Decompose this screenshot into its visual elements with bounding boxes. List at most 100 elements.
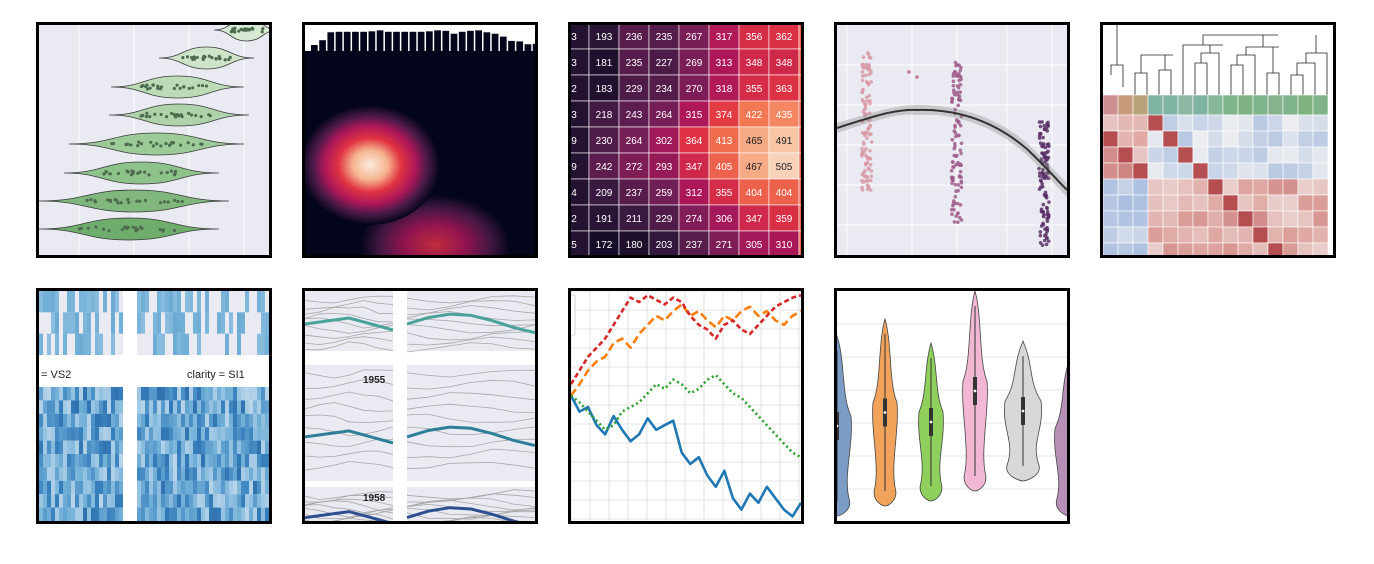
hist-bin <box>201 413 205 428</box>
strip-point <box>958 68 963 73</box>
hist-bin <box>265 333 269 355</box>
clustermap-cell <box>1117 242 1134 255</box>
hist-bin <box>157 494 161 508</box>
hist-bin <box>201 387 205 401</box>
strip-point <box>863 103 868 107</box>
marginal-hist-bar <box>335 31 343 51</box>
series-line-dotted <box>571 373 801 459</box>
hist-bin <box>119 467 123 481</box>
swarm-point <box>202 56 206 60</box>
heatmap-cell-label: 237 <box>686 240 703 251</box>
clustermap-cell <box>1297 162 1314 180</box>
hist-bin <box>115 454 119 468</box>
strip-point <box>1042 238 1047 243</box>
hist-bin <box>197 400 201 414</box>
violin-c2 <box>158 46 255 70</box>
strip-point <box>1043 233 1047 238</box>
thumbnail-joint-kde[interactable] <box>302 22 538 258</box>
thumbnail-multi-line-styles[interactable] <box>568 288 804 524</box>
hist-bin <box>265 413 269 428</box>
hist-bin <box>249 467 253 481</box>
strip-point <box>866 81 871 86</box>
strip-point <box>951 79 956 84</box>
hist-bin <box>137 467 141 481</box>
hist-bin <box>181 440 185 454</box>
swarm-point <box>164 141 168 146</box>
hist-bin <box>169 467 173 481</box>
thumbnail-violin-swarm[interactable] <box>36 22 272 258</box>
facet-panel-0 <box>39 291 123 355</box>
hist-bin <box>205 440 209 454</box>
hist-bin <box>177 333 181 355</box>
clustermap-cell <box>1222 210 1239 228</box>
hist-bin <box>265 427 269 441</box>
swarm-point <box>192 57 197 61</box>
heatmap-cell-label: 229 <box>656 214 673 225</box>
hist-bin <box>241 427 245 441</box>
hist-bin <box>75 494 79 508</box>
thumbnail-clustermap[interactable] <box>1100 22 1336 258</box>
clustermap-cell <box>1117 226 1134 244</box>
clustermap-cell <box>1297 194 1314 212</box>
hist-bin <box>83 312 87 334</box>
hist-bin <box>67 387 71 401</box>
hist-bin <box>119 387 123 401</box>
hist-bin <box>43 454 47 468</box>
swarm-point <box>229 30 234 34</box>
thumbnail-strip-regression[interactable] <box>834 22 1070 258</box>
hist-bin <box>87 387 91 401</box>
hist-bin <box>115 291 119 313</box>
thumbnail-annotated-heatmap[interactable]: 3193236235267317356362431812352272693133… <box>568 22 804 258</box>
color-annotation-cell <box>1192 94 1209 116</box>
hist-bin <box>253 507 257 521</box>
thumbnail-multi-violins[interactable] <box>834 288 1070 524</box>
hist-bin <box>103 427 107 441</box>
hist-bin <box>39 413 43 428</box>
strip-point <box>952 220 957 224</box>
hist-bin <box>197 333 201 355</box>
thumbnail-facet-lines[interactable]: 1955 1958 <box>302 288 538 524</box>
strip-point <box>956 103 960 108</box>
series-line-dashed <box>571 303 801 397</box>
hist-bin <box>241 312 245 334</box>
hist-bin <box>59 440 63 454</box>
marginal-hist-bar <box>417 31 425 51</box>
heatmap-cell <box>768 74 800 102</box>
hist-bin <box>233 427 237 441</box>
heatmap-cell-label: 230 <box>596 136 613 147</box>
clustermap-cell <box>1177 210 1194 228</box>
background-series-line <box>406 392 535 401</box>
heatmap-cell <box>768 230 800 255</box>
hist-bin <box>67 440 71 454</box>
marginal-hist-bar <box>384 31 392 51</box>
hist-bin <box>141 387 145 401</box>
hist-bin <box>193 413 197 428</box>
hist-bin <box>177 507 181 521</box>
clustermap-cell <box>1147 194 1164 212</box>
hist-bin <box>145 494 149 508</box>
heatmap-cell <box>738 152 770 180</box>
heatmap-cell <box>618 48 650 76</box>
hist-bin <box>87 467 91 481</box>
swarm-point <box>124 143 128 147</box>
hist-bin <box>91 427 95 441</box>
swarm-point <box>207 54 211 58</box>
thumbnail-facet-hist-heatmap[interactable]: = VS2 clarity = SI1 <box>36 288 272 524</box>
clustermap-cell <box>1252 162 1269 180</box>
background-series-line <box>305 295 394 304</box>
clustermap-cell <box>1282 162 1299 180</box>
violin-v2 <box>872 317 898 507</box>
hist-bin <box>115 507 119 521</box>
hist-bin <box>221 467 225 481</box>
strip-point <box>951 165 956 169</box>
hist-bin <box>213 454 217 468</box>
strip-group-2 <box>1037 120 1051 247</box>
violin-body <box>837 334 852 517</box>
strip-point <box>1037 120 1042 124</box>
facet-hist-heatmap-chart: = VS2 clarity = SI1 <box>39 291 269 521</box>
heatmap-cell <box>588 204 620 232</box>
heatmap-cell <box>798 204 801 232</box>
hist-bin <box>261 387 265 401</box>
heatmap-cell-label: 191 <box>596 214 613 225</box>
hist-bin <box>165 387 169 401</box>
